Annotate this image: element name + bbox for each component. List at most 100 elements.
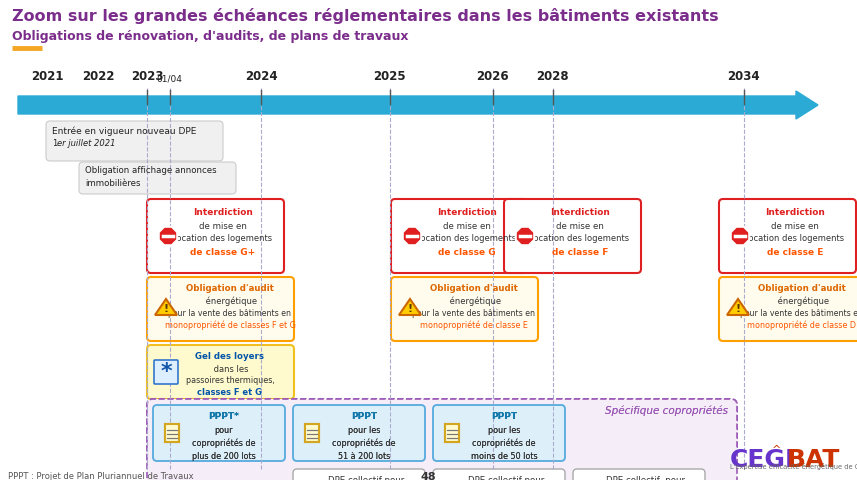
- Text: passoires thermiques,: passoires thermiques,: [186, 376, 274, 385]
- Polygon shape: [731, 227, 749, 245]
- Text: énergétique: énergétique: [203, 297, 257, 307]
- Text: PPPT : Projet de Plan Pluriannuel de Travaux: PPPT : Projet de Plan Pluriannuel de Tra…: [8, 472, 194, 480]
- FancyBboxPatch shape: [147, 277, 294, 341]
- Text: moins de 50 lots: moins de 50 lots: [470, 452, 537, 461]
- Text: de mise en: de mise en: [443, 222, 491, 231]
- FancyBboxPatch shape: [719, 199, 856, 273]
- Text: Obligations de rénovation, d'audits, de plans de travaux: Obligations de rénovation, d'audits, de …: [12, 30, 409, 43]
- Polygon shape: [155, 299, 177, 315]
- Text: !: !: [407, 304, 412, 314]
- FancyBboxPatch shape: [147, 399, 737, 480]
- Text: énergétique: énergétique: [775, 297, 829, 307]
- Polygon shape: [516, 227, 534, 245]
- FancyBboxPatch shape: [391, 199, 528, 273]
- Text: Gel des loyers: Gel des loyers: [195, 352, 265, 361]
- Text: Spécifique copropriétés: Spécifique copropriétés: [605, 406, 728, 417]
- Text: PPPT: PPPT: [351, 412, 377, 421]
- Text: 48: 48: [421, 472, 436, 480]
- Text: Obligation d'audit: Obligation d'audit: [758, 284, 846, 293]
- Text: 2026: 2026: [476, 70, 509, 83]
- Text: Obligation d'audit: Obligation d'audit: [430, 284, 518, 293]
- FancyBboxPatch shape: [153, 405, 285, 461]
- Text: classes F et G: classes F et G: [197, 388, 262, 397]
- Text: PPPT*: PPPT*: [208, 412, 239, 421]
- FancyBboxPatch shape: [504, 199, 641, 273]
- Text: de classe E: de classe E: [767, 248, 824, 257]
- FancyBboxPatch shape: [445, 424, 459, 442]
- FancyBboxPatch shape: [293, 405, 425, 461]
- Text: 51 à 200 lots: 51 à 200 lots: [338, 452, 390, 461]
- Text: 51 à 200 lots: 51 à 200 lots: [338, 452, 390, 461]
- Text: 2028: 2028: [536, 70, 569, 83]
- FancyBboxPatch shape: [165, 424, 179, 442]
- Text: plus de 200 lots: plus de 200 lots: [192, 452, 256, 461]
- Text: pour les: pour les: [488, 426, 520, 435]
- Text: Obligation d'audit: Obligation d'audit: [186, 284, 274, 293]
- Text: DPE collectif pour: DPE collectif pour: [328, 476, 405, 480]
- Text: 2025: 2025: [374, 70, 406, 83]
- Text: L'expertise efficacité énergétique de GrDF: L'expertise efficacité énergétique de Gr…: [730, 463, 857, 470]
- Polygon shape: [727, 299, 749, 315]
- Text: 1: 1: [52, 139, 57, 148]
- Text: moins de 50 lots: moins de 50 lots: [470, 452, 537, 461]
- FancyBboxPatch shape: [79, 162, 236, 194]
- Text: copropriétés de: copropriétés de: [192, 439, 255, 448]
- Text: pour la vente des bâtiments en: pour la vente des bâtiments en: [412, 309, 536, 318]
- Text: 01/04: 01/04: [157, 74, 183, 83]
- Text: pour la vente des bâtiments en: pour la vente des bâtiments en: [169, 309, 291, 318]
- Text: location des logements: location des logements: [418, 234, 516, 243]
- Text: de mise en: de mise en: [199, 222, 247, 231]
- Text: monopropriété de classes F et G: monopropriété de classes F et G: [165, 321, 296, 331]
- Text: Interdiction: Interdiction: [437, 208, 497, 217]
- FancyBboxPatch shape: [147, 345, 294, 399]
- Text: plus de 200 lots: plus de 200 lots: [192, 452, 256, 461]
- FancyBboxPatch shape: [719, 277, 857, 341]
- Text: de classe G+: de classe G+: [190, 248, 255, 257]
- Text: BAT: BAT: [787, 448, 841, 472]
- Text: 2021: 2021: [31, 70, 63, 83]
- Text: PPPT: PPPT: [491, 412, 517, 421]
- Text: de mise en: de mise en: [771, 222, 819, 231]
- Text: ^: ^: [772, 445, 782, 455]
- FancyBboxPatch shape: [293, 405, 425, 461]
- FancyBboxPatch shape: [46, 121, 223, 161]
- Text: PPPT: PPPT: [491, 412, 517, 421]
- FancyBboxPatch shape: [573, 469, 705, 480]
- Polygon shape: [159, 227, 177, 245]
- Text: Spécifique copropriétés: Spécifique copropriétés: [605, 406, 728, 417]
- Text: Zoom sur les grandes échéances réglementaires dans les bâtiments existants: Zoom sur les grandes échéances réglement…: [12, 8, 719, 24]
- Text: Obligation affichage annonces: Obligation affichage annonces: [85, 166, 217, 175]
- Text: er juillet 2021: er juillet 2021: [57, 139, 116, 148]
- Polygon shape: [403, 227, 422, 245]
- Text: copropriétés de: copropriétés de: [472, 439, 536, 448]
- Text: pour les: pour les: [488, 426, 520, 435]
- FancyBboxPatch shape: [147, 399, 737, 467]
- FancyBboxPatch shape: [305, 424, 319, 442]
- Text: monopropriété de classe E: monopropriété de classe E: [420, 321, 528, 331]
- Text: copropriétés de: copropriétés de: [192, 439, 255, 448]
- FancyBboxPatch shape: [305, 424, 319, 442]
- Text: DPE collectif  pour: DPE collectif pour: [607, 476, 686, 480]
- Text: copropriétés de: copropriétés de: [333, 439, 396, 448]
- FancyBboxPatch shape: [433, 405, 565, 461]
- FancyBboxPatch shape: [433, 405, 565, 461]
- Text: *: *: [160, 362, 171, 382]
- Polygon shape: [399, 299, 421, 315]
- Text: 2022: 2022: [82, 70, 115, 83]
- Text: pour: pour: [215, 426, 233, 435]
- Text: 2023: 2023: [131, 70, 164, 83]
- FancyBboxPatch shape: [445, 424, 459, 442]
- Text: PPPT: PPPT: [351, 412, 377, 421]
- Text: Entrée en vigueur nouveau DPE: Entrée en vigueur nouveau DPE: [52, 126, 196, 135]
- Text: énergétique: énergétique: [447, 297, 501, 307]
- Text: immobilières: immobilières: [85, 179, 141, 188]
- Text: !: !: [164, 304, 169, 314]
- Text: DPE collectif pour: DPE collectif pour: [468, 476, 544, 480]
- Text: !: !: [735, 304, 740, 314]
- Text: pour les: pour les: [348, 426, 381, 435]
- FancyArrow shape: [18, 91, 818, 119]
- FancyBboxPatch shape: [293, 469, 425, 480]
- Text: location des logements: location des logements: [174, 234, 272, 243]
- Text: PPPT*: PPPT*: [208, 412, 239, 421]
- Text: location des logements: location des logements: [531, 234, 629, 243]
